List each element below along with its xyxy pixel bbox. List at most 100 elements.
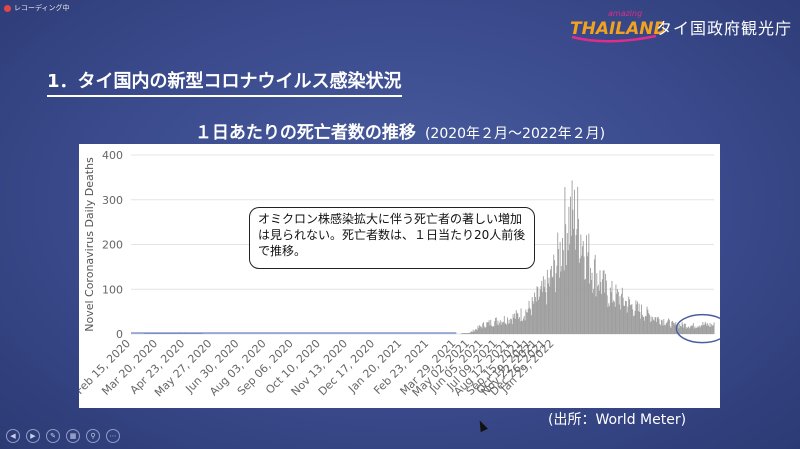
bar bbox=[569, 244, 571, 334]
bar bbox=[549, 286, 551, 334]
chart-title: １日あたりの死亡者数の推移 (2020年２月～2022年２月) bbox=[0, 118, 800, 143]
bar bbox=[484, 328, 486, 334]
bar bbox=[660, 325, 662, 334]
more-icon[interactable]: ⋯ bbox=[106, 429, 120, 443]
bar bbox=[690, 325, 692, 334]
bar bbox=[660, 319, 662, 334]
bar bbox=[533, 303, 535, 334]
bar bbox=[481, 328, 483, 334]
bar bbox=[151, 333, 153, 334]
zoom-icon[interactable]: ⚲ bbox=[86, 429, 100, 443]
bar bbox=[698, 327, 700, 334]
bar bbox=[605, 273, 607, 334]
bar bbox=[526, 311, 528, 334]
bar bbox=[656, 321, 658, 334]
bar bbox=[550, 265, 552, 334]
bar bbox=[692, 325, 693, 334]
bar bbox=[536, 286, 538, 334]
bar bbox=[668, 318, 670, 334]
bar bbox=[697, 326, 699, 334]
bar bbox=[532, 301, 534, 334]
bar bbox=[601, 294, 603, 334]
bar bbox=[521, 320, 523, 334]
bar bbox=[613, 301, 615, 334]
bar bbox=[482, 323, 484, 334]
bar bbox=[593, 288, 595, 334]
bar bbox=[626, 312, 628, 334]
bar bbox=[542, 276, 544, 334]
bar bbox=[601, 279, 603, 334]
next-icon[interactable]: ▶ bbox=[26, 429, 40, 443]
bar bbox=[531, 297, 533, 334]
recording-label: レコーディング中 bbox=[14, 4, 70, 12]
bar bbox=[652, 319, 654, 334]
bar bbox=[585, 278, 587, 334]
bar bbox=[147, 333, 149, 334]
bar bbox=[469, 332, 471, 334]
bar bbox=[621, 294, 622, 334]
slides-icon[interactable]: ▦ bbox=[66, 429, 80, 443]
bar bbox=[202, 333, 204, 334]
bar bbox=[541, 280, 543, 334]
bar bbox=[597, 284, 599, 334]
bar bbox=[561, 265, 563, 334]
bar bbox=[639, 311, 641, 334]
bar bbox=[471, 331, 473, 334]
prev-icon[interactable]: ◀ bbox=[6, 429, 20, 443]
bar bbox=[602, 270, 604, 334]
bar bbox=[582, 246, 583, 334]
highlight-ellipse bbox=[675, 313, 720, 344]
bar bbox=[688, 328, 690, 334]
bar bbox=[641, 304, 642, 334]
bar bbox=[539, 289, 541, 334]
bar bbox=[570, 196, 571, 334]
bar bbox=[483, 326, 485, 334]
bar bbox=[651, 321, 653, 334]
bar bbox=[571, 180, 573, 334]
bar bbox=[655, 317, 657, 334]
recording-dot-icon bbox=[4, 4, 11, 12]
bar bbox=[537, 287, 539, 334]
bar bbox=[154, 333, 156, 334]
bar bbox=[515, 318, 516, 334]
bar bbox=[689, 327, 691, 334]
bar bbox=[667, 320, 669, 334]
bar bbox=[670, 327, 672, 334]
bar bbox=[681, 321, 683, 334]
bar bbox=[687, 327, 689, 334]
bar bbox=[599, 270, 601, 334]
bar bbox=[477, 325, 479, 334]
bar bbox=[653, 320, 655, 334]
bar bbox=[464, 333, 466, 334]
bar bbox=[648, 313, 650, 334]
bar bbox=[625, 301, 627, 334]
bar bbox=[555, 273, 557, 334]
bar bbox=[659, 324, 661, 334]
bar bbox=[664, 325, 666, 334]
bar bbox=[702, 322, 704, 334]
bar bbox=[596, 273, 598, 334]
bar bbox=[672, 320, 674, 334]
bar bbox=[587, 252, 589, 334]
bar bbox=[513, 317, 515, 334]
bar bbox=[563, 270, 565, 334]
bar bbox=[493, 326, 495, 334]
bar bbox=[589, 267, 591, 334]
bar bbox=[565, 224, 567, 334]
bar bbox=[523, 315, 525, 334]
bar bbox=[152, 333, 154, 334]
pen-icon[interactable]: ✎ bbox=[46, 429, 60, 443]
bar bbox=[657, 316, 659, 334]
bar bbox=[674, 324, 676, 334]
bar bbox=[562, 237, 563, 334]
amazing-thailand-logo: amazing THAILAND bbox=[570, 9, 664, 43]
bar bbox=[496, 324, 498, 334]
bar bbox=[502, 322, 504, 334]
bar bbox=[524, 320, 526, 334]
bar bbox=[538, 296, 540, 334]
bar bbox=[583, 256, 585, 334]
bar bbox=[666, 322, 668, 334]
bar bbox=[678, 328, 680, 334]
bar bbox=[591, 272, 593, 334]
bar bbox=[613, 300, 615, 334]
